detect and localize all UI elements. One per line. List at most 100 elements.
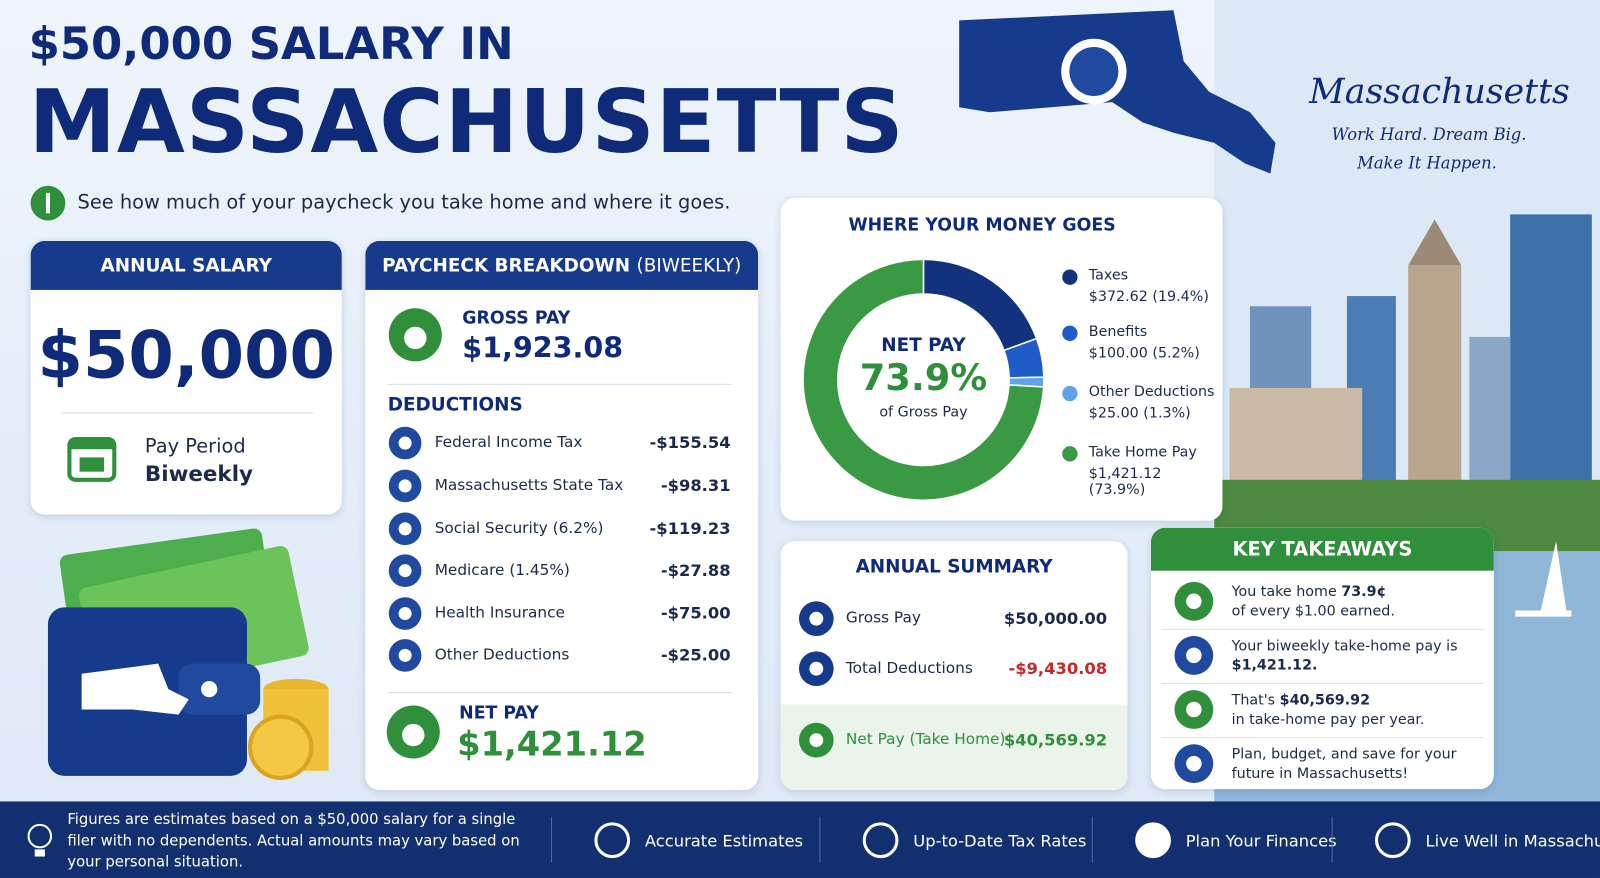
icon-glyph [809, 733, 824, 748]
takeaway-text: That's $40,569.92 in take-home pay per ye… [1232, 691, 1462, 730]
legend-value: $25.00 (1.3%) [1088, 405, 1191, 422]
deduction-label: Other Deductions [434, 645, 570, 664]
period-value: Biweekly [144, 461, 254, 486]
legend-swatch [1062, 325, 1078, 341]
icon-glyph [809, 611, 824, 626]
takeaway-bold: $1,421.12. [1231, 657, 1318, 674]
separator [819, 816, 821, 863]
paycheck-card: PAYCHECK BREAKDOWN (BIWEEKLY) GROSS PAY … [365, 240, 759, 791]
deduction-label: Health Insurance [434, 603, 565, 622]
icon-glyph [809, 661, 824, 676]
brand-tagline: Work Hard. Dream Big. [1331, 124, 1527, 144]
legend-label: Taxes [1088, 267, 1129, 284]
summary-amount: $50,000.00 [1003, 608, 1108, 628]
summary-amount: $40,569.92 [1003, 729, 1108, 750]
takeaway-post: of every $1.00 earned. [1231, 603, 1395, 620]
brand-name: Massachusetts [1309, 71, 1570, 113]
deductions-heading: DEDUCTIONS [387, 394, 523, 416]
deduction-amount: -$98.31 [660, 475, 731, 496]
salary-amount: $50,000 [37, 318, 335, 395]
legend-label: Take Home Pay [1088, 444, 1197, 461]
card-heading: KEY TAKEAWAYS [1151, 527, 1494, 571]
calendar-icon [67, 436, 117, 482]
legend-swatch [1062, 269, 1078, 285]
icon [388, 426, 422, 460]
wallet-illustration [47, 528, 329, 780]
net-row-background [780, 704, 1128, 791]
legend-value: $1,421.12 (73.9%) [1088, 465, 1162, 499]
title-line-2: MASSACHUSETTS [28, 71, 905, 174]
icon-glyph [398, 648, 412, 662]
deduction-amount: -$155.54 [649, 432, 731, 453]
net-amount: $1,421.12 [457, 723, 647, 764]
heading-text: PAYCHECK BREAKDOWN [382, 254, 631, 277]
divider [387, 383, 732, 385]
legend-value: $100.00 (5.2%) [1088, 345, 1200, 362]
key-takeaways-card: KEY TAKEAWAYS You take home 73.9¢ of ever… [1151, 527, 1494, 790]
feature-icon-shape [862, 822, 899, 859]
gross-label: GROSS PAY [462, 308, 571, 329]
feature-icon [1374, 822, 1411, 859]
donut-chart [802, 258, 1045, 502]
annual-salary-card: ANNUAL SALARY $50,000 Pay Period Biweekl… [30, 240, 342, 515]
feature-icon-shape [1374, 822, 1411, 859]
divider [1161, 737, 1484, 739]
icon [388, 512, 422, 546]
icon [1174, 744, 1214, 784]
icon-glyph [398, 607, 412, 621]
money-bag-icon [386, 705, 440, 759]
feature-icon-shape [1135, 822, 1171, 859]
divider [387, 692, 732, 694]
divider [1161, 628, 1484, 630]
period-label: Pay Period [144, 434, 246, 458]
icon-glyph [1186, 701, 1202, 718]
separator [551, 816, 553, 863]
legend-swatch [1062, 446, 1078, 462]
takeaway-pre: You take home [1231, 583, 1337, 601]
icon [388, 554, 422, 588]
takeaway-bold: 73.9¢ [1341, 583, 1387, 601]
center-sub: of Gross Pay [879, 404, 968, 421]
subtitle: See how much of your paycheck you take h… [77, 190, 731, 214]
icon [798, 601, 834, 637]
title-line-1: $50,000 SALARY IN [28, 18, 514, 71]
feature-icon [1135, 822, 1171, 859]
center-label: NET PAY [881, 334, 966, 357]
feature-icon [862, 822, 899, 859]
gross-amount: $1,923.08 [462, 330, 624, 365]
icon-glyph [398, 436, 412, 450]
separator [1091, 816, 1093, 863]
divider [1161, 682, 1484, 685]
donut-card: WHERE YOUR MONEY GOES NET PAY 73.9% of G… [780, 198, 1223, 521]
takeaway-post: in take-home pay per year. [1231, 711, 1425, 728]
icon [388, 639, 422, 672]
summary-label: Total Deductions [845, 658, 973, 677]
icon [1174, 636, 1214, 675]
heading-note: (BIWEEKLY) [636, 254, 742, 277]
takeaway-pre: That's [1231, 692, 1276, 709]
feature-icon [594, 822, 631, 859]
feature-label: Accurate Estimates [644, 831, 804, 851]
icon [798, 651, 834, 687]
icon [388, 469, 422, 503]
deduction-label: Massachusetts State Tax [434, 475, 624, 495]
brand-tagline: Make It Happen. [1357, 153, 1497, 173]
feature-label: Live Well in Massachusetts [1425, 831, 1599, 851]
takeaway-pre: Plan, budget, and save for your future i… [1231, 746, 1457, 783]
icon-glyph [1186, 647, 1202, 664]
icon-glyph [398, 522, 412, 536]
legend-swatch [1062, 385, 1078, 402]
card-heading: ANNUAL SUMMARY [855, 556, 1053, 578]
lightbulb-icon [27, 823, 53, 857]
money-bag-icon [388, 308, 442, 362]
icon [798, 722, 834, 758]
deduction-amount: -$27.88 [660, 560, 731, 580]
donut-segment [802, 258, 1045, 502]
legend-value: $372.62 (19.4%) [1088, 288, 1209, 306]
legend-label: Benefits [1088, 323, 1148, 340]
card-heading: PAYCHECK BREAKDOWN (BIWEEKLY) [365, 240, 759, 290]
center-value: 73.9% [859, 357, 988, 400]
takeaway-bold: $40,569.92 [1279, 692, 1371, 709]
